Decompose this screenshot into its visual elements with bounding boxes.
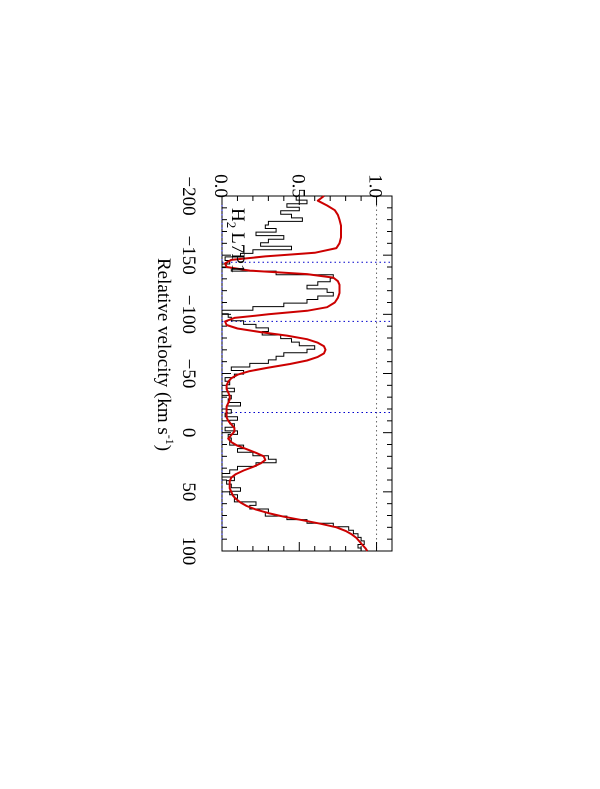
y-tick-label: 1.0 bbox=[365, 174, 386, 198]
x-tick-label-wrap: −150 bbox=[178, 236, 199, 275]
x-axis-label-close: ) bbox=[153, 445, 174, 451]
y-tick-label-wrap: 0.5 bbox=[287, 174, 308, 198]
y-tick-label-wrap: 1.0 bbox=[365, 174, 386, 198]
x-tick-label-wrap: −50 bbox=[178, 359, 199, 389]
x-tick-label-wrap: −200 bbox=[178, 176, 199, 215]
y-tick-label: 0.5 bbox=[287, 174, 308, 198]
x-axis-label: Relative velocity (km s-1) bbox=[153, 258, 177, 451]
x-tick-label: 0 bbox=[178, 428, 199, 438]
x-tick-label: −200 bbox=[178, 176, 199, 215]
x-tick-label: 50 bbox=[178, 482, 199, 501]
x-tick-label-wrap: 0 bbox=[178, 428, 199, 438]
species-annotation: H2 L7P1 bbox=[224, 208, 248, 273]
model-fit bbox=[224, 195, 369, 552]
x-tick-label: −150 bbox=[178, 236, 199, 275]
x-tick-label-wrap: 50 bbox=[178, 482, 199, 501]
x-tick-label: −50 bbox=[178, 359, 199, 389]
x-axis-label-sup: -1 bbox=[163, 435, 177, 445]
x-tick-label-wrap: 100 bbox=[178, 537, 199, 566]
annotation-transition: L7P1 bbox=[227, 232, 248, 273]
series-group bbox=[221, 195, 369, 552]
axis-ticks bbox=[221, 195, 393, 552]
tick-labels: −200 −150 −100 −50 0 50 100 0.0 0.5 1.0 bbox=[178, 174, 386, 565]
x-axis-label-text: Relative velocity (km s bbox=[153, 258, 174, 435]
x-tick-label: −100 bbox=[178, 295, 199, 334]
svg-text:H2L7P1: H2 L7P1 bbox=[224, 208, 248, 273]
x-tick-label-wrap: −100 bbox=[178, 295, 199, 334]
svg-text:Relative velocity (km s-1): Relative velocity (km s-1) bbox=[153, 258, 177, 451]
y-tick-label-wrap: 0.0 bbox=[210, 174, 231, 198]
annotation-species: H bbox=[227, 208, 248, 222]
x-tick-label: 100 bbox=[178, 537, 199, 566]
y-tick-label: 0.0 bbox=[210, 174, 231, 198]
annotation-subscript: 2 bbox=[224, 222, 239, 229]
